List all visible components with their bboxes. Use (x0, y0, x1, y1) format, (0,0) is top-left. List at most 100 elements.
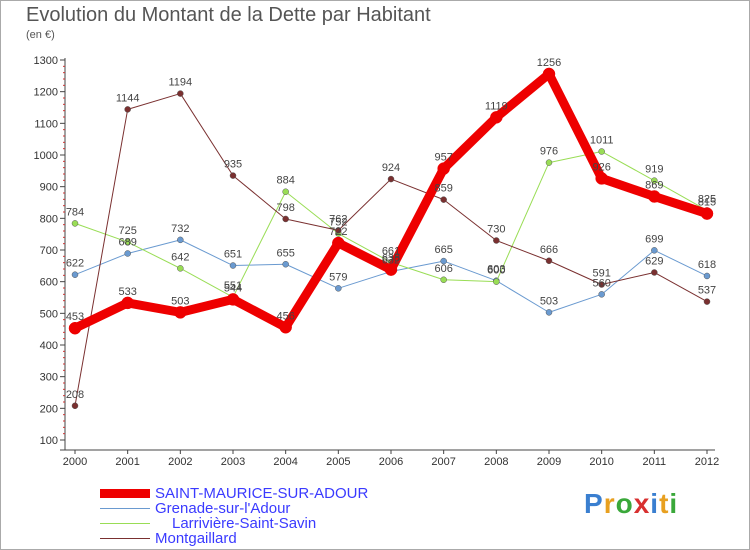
data-label: 642 (171, 251, 189, 263)
data-label: 784 (66, 206, 84, 218)
data-point (71, 402, 79, 410)
data-label: 537 (698, 285, 716, 297)
chart-subtitle: (en €) (26, 29, 55, 41)
legend-swatch (100, 488, 150, 498)
x-tick-label: 2005 (326, 456, 350, 468)
x-tick-label: 2001 (115, 456, 139, 468)
logo-letter: x (633, 488, 651, 519)
data-point (651, 247, 658, 254)
data-label: 666 (540, 244, 558, 256)
x-tick-label: 2012 (695, 456, 719, 468)
data-label: 551 (224, 280, 242, 292)
legend-label: Larrivière-Saint-Savin (172, 515, 317, 532)
data-label: 651 (224, 249, 242, 261)
data-point (545, 257, 553, 265)
data-label: 924 (382, 162, 400, 174)
x-tick-label: 2011 (643, 456, 667, 468)
data-label: 591 (592, 268, 610, 280)
data-point (542, 67, 556, 81)
y-tick-label: 1200 (34, 87, 58, 99)
data-point (651, 177, 658, 184)
data-label: 1194 (169, 77, 193, 89)
y-tick-label: 500 (40, 308, 58, 320)
data-label: 632 (382, 255, 400, 267)
data-label: 762 (329, 213, 347, 225)
data-label: 935 (224, 159, 242, 171)
legend-swatch (100, 522, 150, 524)
data-point (493, 237, 500, 244)
data-point (545, 159, 553, 166)
data-point (229, 172, 237, 179)
data-point (177, 90, 184, 97)
data-label: 629 (645, 255, 663, 267)
data-point (440, 196, 447, 203)
y-tick-label: 1100 (34, 118, 58, 130)
data-point (71, 220, 79, 227)
chart-title: Evolution du Montant de la Dette par Hab… (26, 4, 431, 26)
data-point (177, 236, 184, 244)
data-label: 655 (276, 247, 294, 259)
data-label: 544 (224, 282, 242, 294)
x-tick-label: 2009 (537, 456, 561, 468)
data-label: 926 (592, 161, 610, 173)
data-point (703, 272, 711, 280)
data-label: 579 (329, 271, 347, 283)
data-label: 208 (66, 389, 84, 401)
data-point (651, 269, 658, 276)
data-label: 503 (171, 295, 189, 307)
data-point (282, 261, 289, 268)
data-point (493, 278, 500, 285)
y-tick-label: 900 (40, 182, 58, 194)
data-point (332, 236, 345, 250)
data-point (595, 172, 608, 185)
data-point (282, 188, 289, 195)
data-point (279, 321, 292, 334)
data-label: 503 (540, 295, 558, 307)
data-label: 752 (329, 217, 347, 229)
x-tick-label: 2006 (379, 456, 403, 468)
data-point (124, 106, 131, 113)
y-tick-label: 300 (40, 372, 58, 384)
logo-letter: P (584, 488, 604, 519)
data-point (177, 265, 184, 272)
data-label: 1119 (485, 100, 508, 112)
logo-letter: r (603, 488, 616, 519)
y-tick-label: 800 (40, 213, 58, 225)
data-point (71, 271, 79, 278)
y-tick-label: 400 (40, 340, 58, 352)
data-point (387, 175, 395, 183)
logo-letter: o (615, 488, 634, 519)
data-label: 622 (66, 258, 84, 270)
data-label: 859 (434, 183, 452, 195)
logo-letter: t (659, 488, 670, 519)
x-tick-label: 2004 (273, 456, 297, 468)
y-tick-label: 700 (40, 245, 58, 257)
x-tick-label: 2008 (484, 456, 508, 468)
data-point (124, 250, 131, 257)
data-label: 699 (645, 233, 663, 245)
data-label: 976 (540, 146, 558, 158)
data-point (384, 263, 398, 276)
data-label: 665 (434, 244, 452, 256)
data-label: 725 (118, 225, 136, 237)
logo-letter: i (650, 488, 660, 519)
data-label: 919 (645, 164, 663, 176)
data-label: 1144 (116, 92, 140, 104)
data-label: 453 (66, 311, 84, 323)
data-point (703, 298, 711, 305)
x-tick-label: 2007 (431, 456, 455, 468)
legend-swatch (100, 507, 150, 509)
data-label: 560 (592, 277, 610, 289)
y-tick-label: 600 (40, 277, 58, 289)
data-point (700, 207, 714, 220)
data-point (440, 276, 447, 284)
data-label: 798 (276, 202, 294, 214)
y-tick-label: 1300 (34, 55, 58, 67)
data-label: 600 (487, 265, 505, 277)
proxiti-logo: Proxiti (584, 488, 678, 520)
data-label: 957 (434, 152, 452, 164)
series-line (70, 69, 712, 333)
data-label: 732 (171, 223, 189, 235)
legend-label: SAINT-MAURICE-SUR-ADOUR (155, 485, 369, 502)
